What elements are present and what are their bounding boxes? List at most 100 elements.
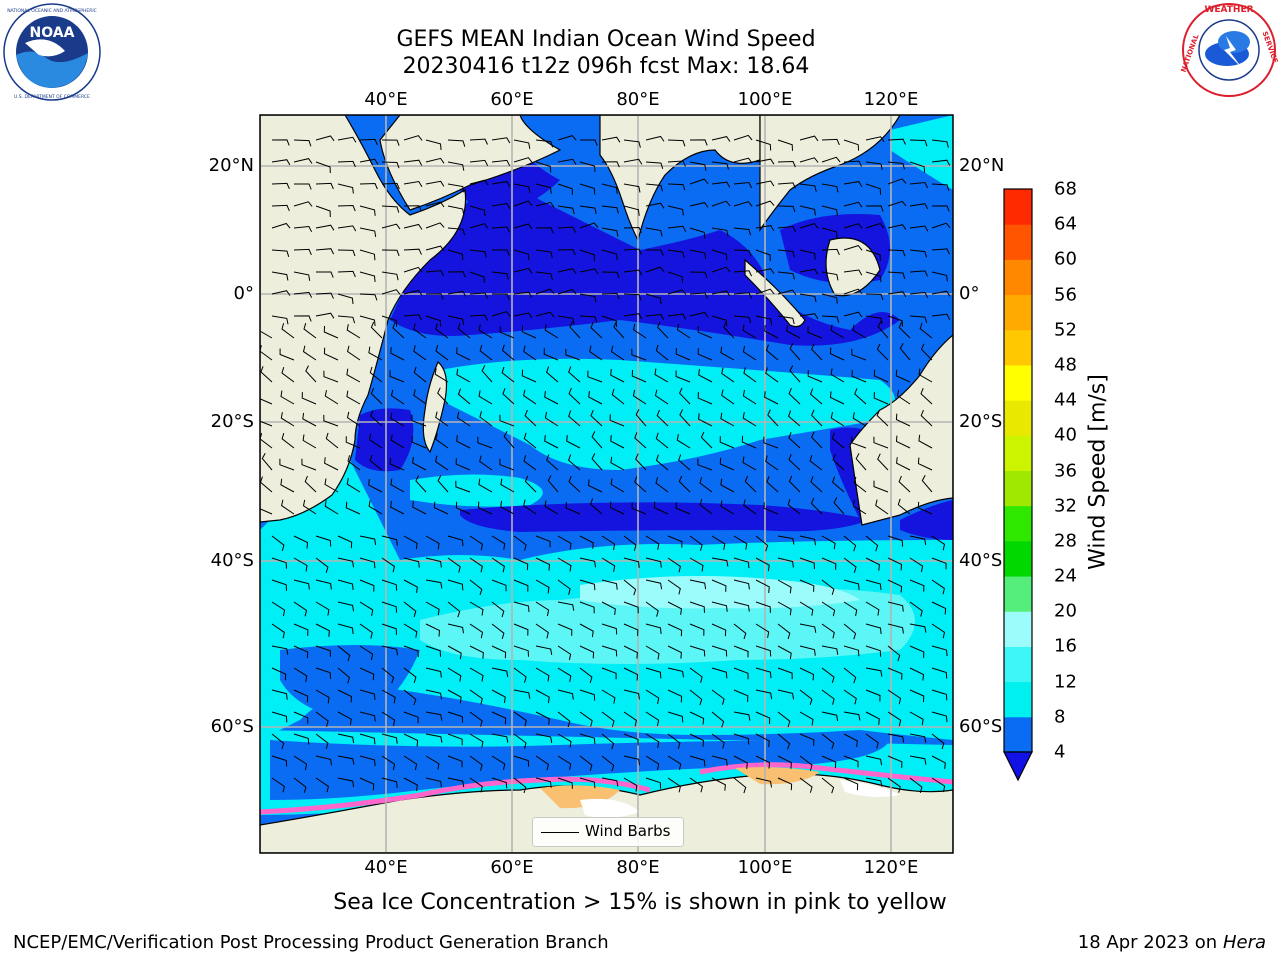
wind-barb — [699, 498, 713, 515]
wind-barb — [535, 271, 553, 280]
wind-barb — [293, 158, 313, 164]
wind-barb — [755, 225, 775, 231]
wind-barb — [689, 777, 703, 793]
wind-barb — [610, 456, 625, 471]
wind-barb — [865, 777, 883, 787]
wind-barb — [447, 249, 464, 261]
wind-barb — [389, 457, 405, 471]
calm-region — [900, 500, 953, 540]
wind-barb — [601, 315, 617, 327]
wind-barb — [271, 159, 291, 166]
wind-barb — [359, 667, 375, 681]
wind-barb — [865, 579, 882, 591]
wind-barb — [733, 689, 749, 702]
wind-barb — [535, 755, 549, 771]
wind-barb — [807, 326, 823, 339]
wind-barb — [337, 777, 355, 788]
wind-barb — [755, 535, 769, 552]
wind-barb — [337, 270, 356, 278]
wind-barb — [315, 645, 331, 657]
wind-barb — [260, 324, 273, 339]
wind-barb — [689, 271, 708, 278]
wind-barb — [304, 475, 317, 493]
wind-barb — [315, 623, 330, 637]
wind-barb — [403, 777, 418, 792]
wind-barb — [403, 223, 423, 230]
wind-barb — [843, 139, 860, 151]
wind-barb — [657, 321, 669, 339]
wind-barb — [843, 223, 863, 229]
wind-barb — [544, 500, 559, 515]
wind-barb — [645, 266, 665, 273]
wind-barb — [491, 202, 511, 209]
wind-barb — [271, 755, 288, 767]
wind-barb — [359, 271, 376, 282]
wind-barb — [535, 535, 551, 548]
wind-barb — [711, 733, 725, 749]
wind-barb — [799, 223, 819, 229]
wind-barb — [524, 475, 537, 493]
wind-barb — [381, 733, 398, 744]
wind-barb — [412, 457, 427, 471]
wind-barb — [303, 323, 317, 339]
gridlines — [260, 115, 953, 853]
wind-barb — [711, 161, 729, 170]
wind-barb — [535, 183, 552, 194]
wind-barb — [667, 667, 684, 678]
wind-barb — [403, 180, 423, 187]
wind-barb — [764, 325, 779, 339]
wind-barb — [513, 291, 533, 298]
wind-barb — [435, 433, 449, 449]
wind-barb — [293, 711, 309, 724]
wind-barb — [566, 435, 581, 449]
wind-barb — [557, 733, 572, 748]
wind-barb — [447, 755, 463, 768]
wind-barb — [689, 161, 707, 171]
wind-barb — [345, 436, 361, 449]
wind-barb — [743, 499, 757, 515]
wind-barb — [447, 290, 467, 297]
wind-barb — [909, 139, 928, 147]
wind-barb — [765, 344, 779, 361]
wind-barb — [381, 667, 395, 684]
wind-barb — [601, 136, 621, 143]
wind-barb — [865, 623, 882, 634]
wind-barb — [887, 733, 905, 743]
wind-barb — [742, 456, 757, 471]
wind-barb — [293, 139, 312, 147]
colorbar-tick-label: 64 — [1054, 213, 1077, 235]
wind-barb — [832, 476, 845, 493]
wind-barb — [479, 455, 493, 471]
wind-barb — [711, 535, 726, 550]
wind-barb — [623, 269, 643, 276]
wind-barb — [697, 392, 713, 405]
wind-barb — [843, 667, 857, 684]
wind-barb — [733, 557, 750, 569]
wind-barb — [909, 733, 927, 743]
wind-barb — [821, 733, 835, 750]
calm-region — [355, 408, 414, 472]
wind-barb — [843, 777, 859, 791]
wind-barb — [689, 711, 705, 725]
wind-barb — [711, 755, 728, 766]
wind-barb — [909, 667, 925, 681]
colorbar-tick-label: 40 — [1054, 424, 1077, 446]
wind-barb — [403, 645, 419, 658]
wind-barb — [381, 645, 398, 656]
wind-barb — [711, 777, 726, 791]
wind-barb — [535, 161, 552, 173]
wind-barb — [733, 270, 753, 277]
wind-barb — [579, 755, 593, 772]
wind-barb — [887, 755, 903, 768]
wind-barb — [315, 711, 329, 727]
wind-barb — [697, 458, 713, 471]
wind-barb — [323, 347, 339, 361]
wind-barb — [719, 457, 735, 471]
wind-barb — [601, 271, 620, 279]
wind-barb — [281, 432, 295, 449]
wind-barb — [623, 557, 640, 568]
wind-barb — [931, 557, 947, 570]
wind-barb — [931, 711, 948, 723]
wind-barb — [315, 667, 332, 679]
wind-barb — [557, 689, 574, 700]
